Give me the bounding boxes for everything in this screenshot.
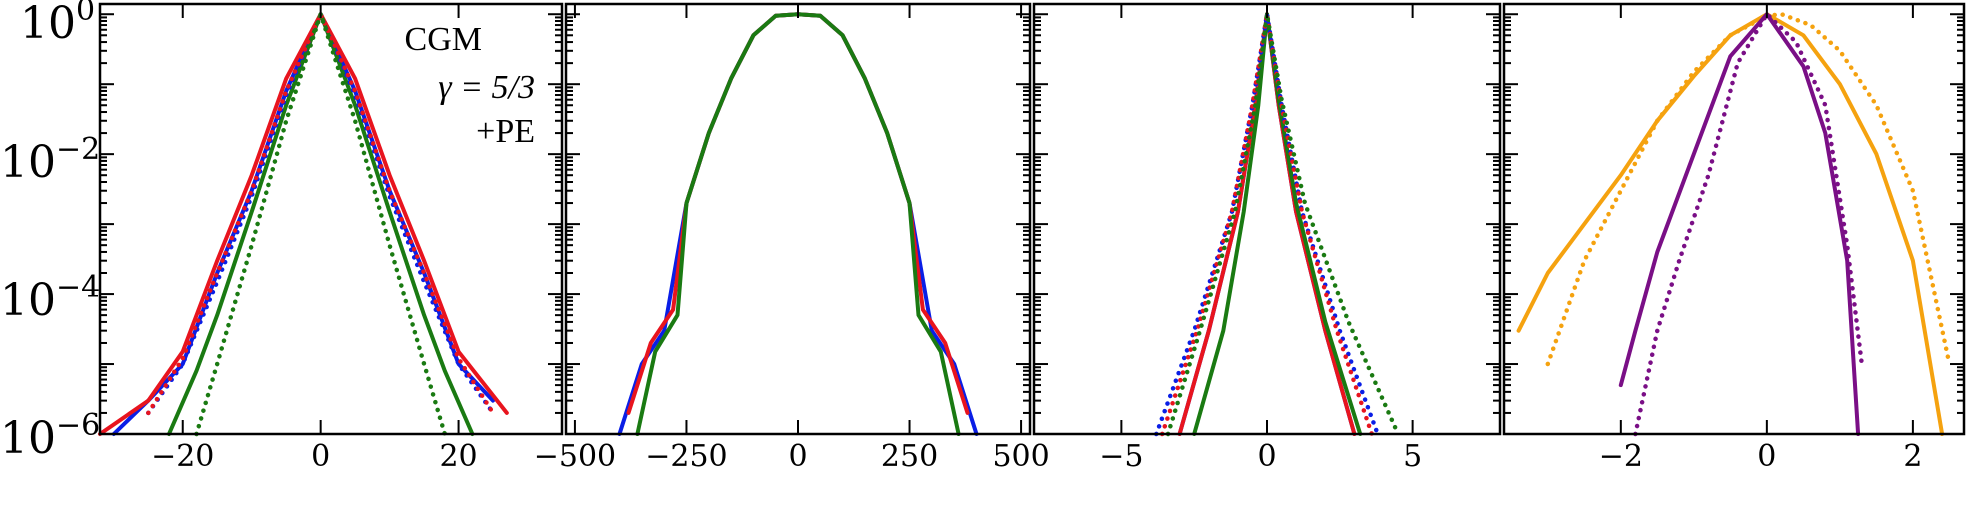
series-line-blue-solid xyxy=(1177,12,1357,436)
x-tick-label: 20 xyxy=(439,439,477,474)
annotation: CGM γ = 5/3 +PE xyxy=(405,21,535,150)
panel-4: −2 0 2 xyxy=(1502,2,1966,474)
x-tick-label: 0 xyxy=(1757,439,1776,474)
series-line-blue-solid xyxy=(617,12,979,436)
series-line-orange-solid xyxy=(1516,12,1945,436)
x-tick-label: 500 xyxy=(992,439,1049,474)
x-tick-label: −20 xyxy=(151,439,214,474)
x-tick-label: 0 xyxy=(311,439,330,474)
series-line-green-dotted xyxy=(1165,11,1401,437)
annotation-line-3: +PE xyxy=(476,113,535,150)
x-tick-label: −2 xyxy=(1599,439,1643,474)
y-tick-label-1: 10−2 xyxy=(0,132,100,188)
series-line-purple-dotted xyxy=(1633,11,1865,437)
axes-frame xyxy=(98,2,564,436)
x-tick-label: −250 xyxy=(645,439,727,474)
panel-3: −5 0 5 xyxy=(1032,2,1502,474)
annotation-line-1: CGM xyxy=(405,21,482,58)
y-tick-label-2: 10−4 xyxy=(0,270,100,326)
x-tick-label: −5 xyxy=(1099,439,1143,474)
x-tick-label: 5 xyxy=(1403,439,1422,474)
x-tick-label: −500 xyxy=(534,439,616,474)
axes-frame xyxy=(1502,2,1966,436)
annotation-line-2: γ = 5/3 xyxy=(438,69,535,106)
x-tick-label: 0 xyxy=(788,439,807,474)
series-line-red-solid xyxy=(1177,12,1357,436)
axes-frame xyxy=(1032,2,1502,436)
panel-1: −20 0 20 xyxy=(98,2,564,474)
x-tick-label: 0 xyxy=(1257,439,1276,474)
y-tick-label-0: 100 xyxy=(20,0,95,49)
axes-frame xyxy=(564,2,1032,436)
y-axis-labels: 100 10−2 10−4 10−6 xyxy=(0,0,100,464)
series-line-red-solid xyxy=(98,12,509,436)
series-line-green-solid xyxy=(635,12,961,436)
series-line-red-solid xyxy=(626,12,970,415)
x-tick-label: 250 xyxy=(881,439,938,474)
series-line-purple-solid xyxy=(1618,12,1861,436)
panel-2: −500 −250 0 250 500 xyxy=(534,2,1050,474)
y-tick-label-3: 10−6 xyxy=(0,408,100,464)
series-line-blue-dotted xyxy=(1154,11,1380,437)
x-tick-label: 2 xyxy=(1903,439,1922,474)
